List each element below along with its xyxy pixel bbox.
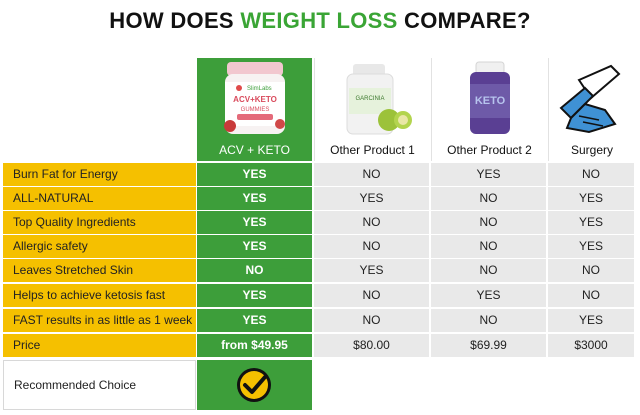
feature-label: Allergic safety [3,235,196,258]
cell-acv-keto: YES [197,284,312,307]
cell-surgery: NO [548,259,634,282]
scalpel-hand-icon [549,58,635,138]
check-badge-icon [237,368,271,402]
cell-product-2: NO [431,235,546,258]
cell-surgery: YES [548,309,634,332]
cell-product-2: NO [431,259,546,282]
feature-label: ALL-NATURAL [3,187,196,210]
cell-acv-keto: YES [197,309,312,332]
cell-surgery: YES [548,235,634,258]
cell-product-1: YES [314,187,429,210]
cell-product-1: NO [314,284,429,307]
feature-label: FAST results in as little as 1 week [3,309,196,332]
cell-acv-keto: YES [197,187,312,210]
page-title: HOW DOES WEIGHT LOSS COMPARE? [0,8,640,34]
recommended-cell [197,360,312,410]
table-row: Leaves Stretched Skin NO YES NO NO [3,259,634,282]
table-row: Top Quality Ingredients YES NO NO YES [3,211,634,234]
title-highlight: WEIGHT LOSS [240,8,398,33]
cell-product-2: YES [431,284,546,307]
cell-product-2: NO [431,309,546,332]
table-row: ALL-NATURAL YES YES NO YES [3,187,634,210]
cell-surgery: $3000 [548,334,634,357]
title-part2: COMPARE? [397,8,531,33]
column-header-acv-keto: SlimLabs ACV+KETO GUMMIES ACV + KETO Gum… [197,58,312,179]
bottle2-label-text: KETO [475,95,506,107]
jar-line2-text: GUMMIES [241,107,270,113]
cell-product-1: $80.00 [314,334,429,357]
table-row: Helps to achieve ketosis fast YES NO YES… [3,284,634,307]
cell-product-2: $69.99 [431,334,546,357]
cell-product-1: YES [314,259,429,282]
cell-product-2: NO [431,187,546,210]
table-row: Allergic safety YES NO NO YES [3,235,634,258]
garcinia-bottle-icon: GARCINIA [315,58,430,138]
cell-surgery: NO [548,163,634,186]
column-label-surgery: Surgery [570,143,614,157]
cell-product-1: NO [314,163,429,186]
column-header-surgery: Surgery [548,58,635,161]
column-label-product-2: Other Product 2 [447,143,532,157]
cell-acv-keto: YES [197,235,312,258]
cell-product-2: NO [431,211,546,234]
cell-acv-keto: NO [197,259,312,282]
feature-label: Burn Fat for Energy [3,163,196,186]
cell-product-2: YES [431,163,546,186]
title-part1: HOW DOES [109,8,241,33]
bottle1-label-text: GARCINIA [355,96,384,102]
cell-acv-keto: YES [197,211,312,234]
feature-label: Price [3,334,196,357]
cell-acv-keto: YES [197,163,312,186]
cell-product-1: NO [314,309,429,332]
feature-label: Leaves Stretched Skin [3,259,196,282]
feature-label: Helps to achieve ketosis fast [3,284,196,307]
cell-acv-keto: from $49.95 [197,334,312,357]
jar-line1-text: ACV+KETO [233,95,277,104]
column-header-product-1: GARCINIA Other Product 1 [314,58,430,161]
table-row: Burn Fat for Energy YES NO YES NO [3,163,634,186]
cell-surgery: YES [548,187,634,210]
column-header-product-2: KETO Other Product 2 [431,58,547,161]
recommended-choice-label: Recommended Choice [3,360,196,410]
table-row: Price from $49.95 $80.00 $69.99 $3000 [3,334,634,357]
column-label-acv-keto: ACV + KETO Gummies [219,143,290,179]
cell-product-1: NO [314,211,429,234]
feature-label: Top Quality Ingredients [3,211,196,234]
keto-bottle-icon: KETO [432,58,547,138]
table-row: FAST results in as little as 1 week YES … [3,309,634,332]
cell-product-1: NO [314,235,429,258]
cell-surgery: NO [548,284,634,307]
cell-surgery: YES [548,211,634,234]
column-label-product-1: Other Product 1 [330,143,415,157]
jar-brand-text: SlimLabs [247,86,272,92]
gummies-jar-icon: SlimLabs ACV+KETO GUMMIES [197,58,312,138]
